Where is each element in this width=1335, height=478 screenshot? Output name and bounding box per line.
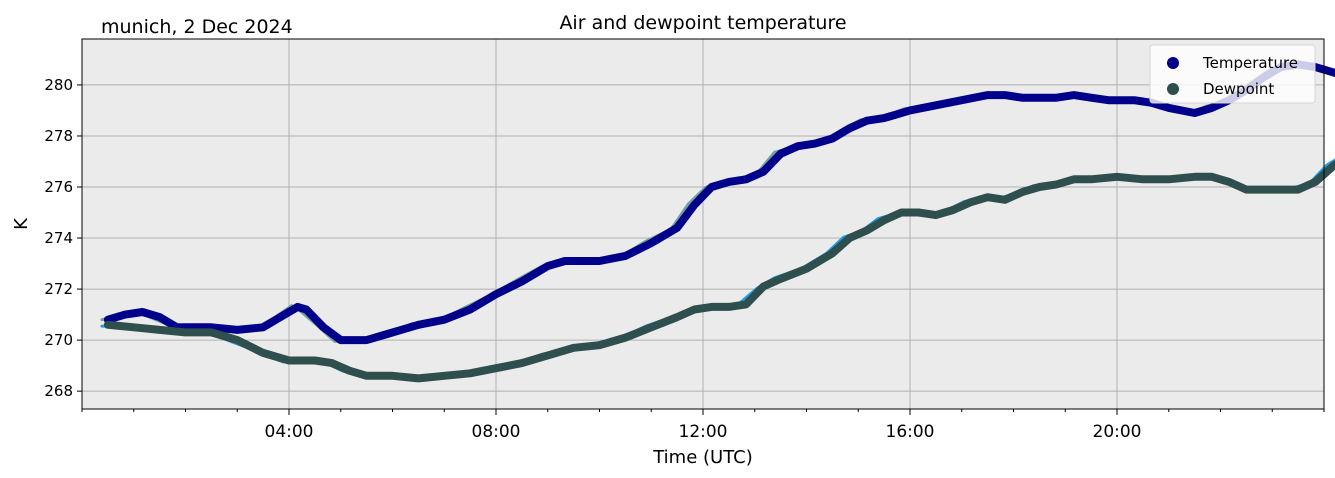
location-label: munich, 2 Dec 2024 <box>101 16 293 38</box>
y-tick-label: 274 <box>44 229 73 247</box>
y-axis-title: K <box>11 217 32 230</box>
x-axis: 04:00 08:00 12:00 16:00 20:00 <box>81 409 1325 442</box>
legend: Temperature Dewpoint <box>1149 44 1316 104</box>
x-tick-label: 12:00 <box>679 422 728 442</box>
y-tick-label: 278 <box>44 127 73 145</box>
y-axis: 268 270 272 274 276 278 280 <box>44 76 82 400</box>
y-tick-label: 280 <box>44 76 73 94</box>
y-tick-label: 270 <box>44 331 73 349</box>
grid <box>82 39 1324 409</box>
chart-title: Air and dewpoint temperature <box>559 12 846 34</box>
x-tick-label: 16:00 <box>886 422 935 442</box>
series-line-temperature <box>103 60 1335 345</box>
legend-marker-dewpoint <box>1167 83 1179 95</box>
x-tick-label: 04:00 <box>265 422 314 442</box>
legend-label-temperature: Temperature <box>1202 54 1298 72</box>
series-line-dewpoint <box>103 159 1335 383</box>
x-axis-title: Time (UTC) <box>652 447 753 468</box>
x-tick-label: 20:00 <box>1093 422 1142 442</box>
legend-marker-temperature <box>1167 57 1179 69</box>
y-tick-label: 276 <box>44 178 73 196</box>
legend-label-dewpoint: Dewpoint <box>1203 80 1274 98</box>
y-tick-label: 272 <box>44 280 73 298</box>
y-tick-label: 268 <box>44 382 73 400</box>
legend-box <box>1149 44 1316 104</box>
x-tick-label: 08:00 <box>472 422 521 442</box>
series-layer <box>100 60 1335 383</box>
